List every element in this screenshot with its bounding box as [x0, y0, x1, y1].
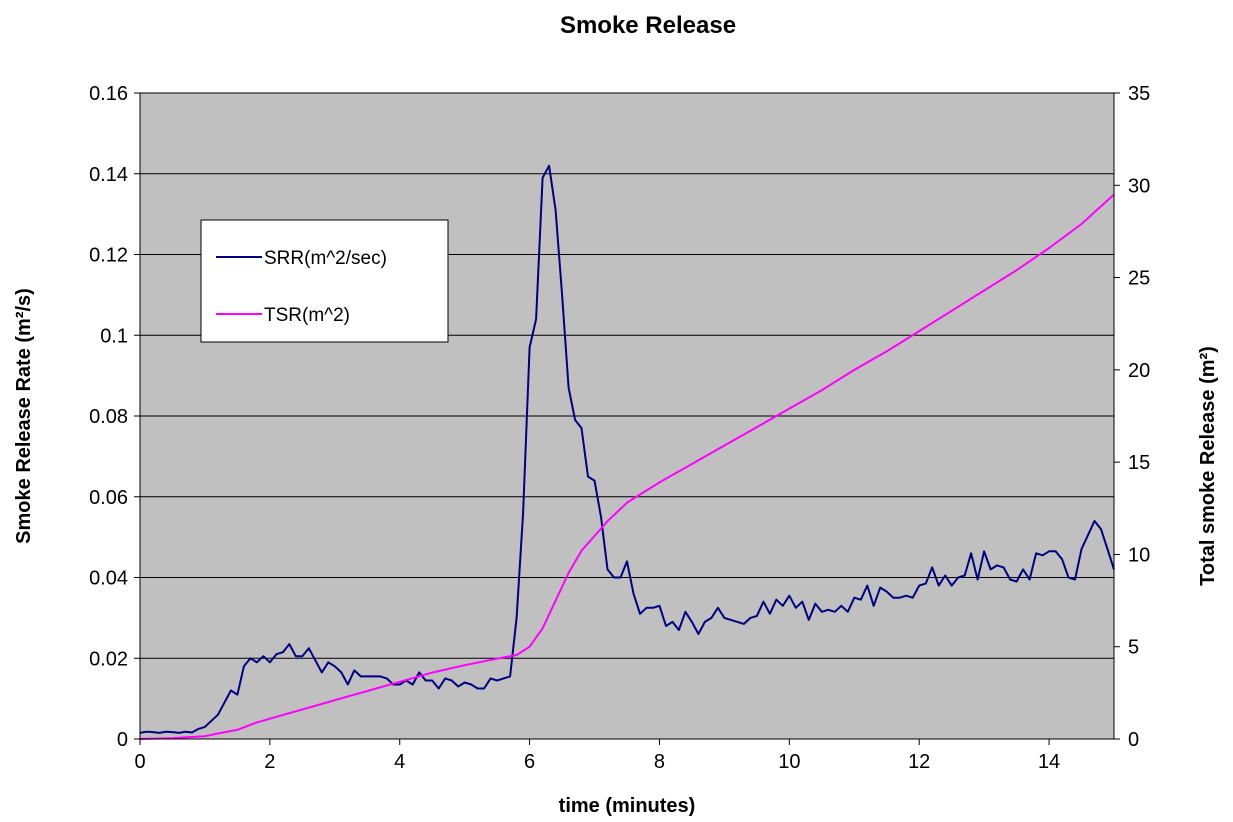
- y-axis-left: 0 0.02 0.04 0.06 0.08 0.1 0.12 0.14 0.16: [89, 83, 140, 751]
- x-tick-label: 8: [654, 751, 665, 773]
- x-tick-label: 6: [524, 751, 535, 773]
- x-tick-label: 0: [134, 751, 145, 773]
- y-right-tick-label: 25: [1128, 268, 1150, 290]
- y-left-tick-label: 0.1: [100, 325, 128, 347]
- y-left-tick-label: 0.08: [89, 406, 128, 428]
- x-tick-label: 10: [778, 751, 800, 773]
- y-axis-right-title: Total smoke Release (m²): [1197, 346, 1219, 586]
- x-tick-label: 4: [394, 751, 405, 773]
- y-left-tick-label: 0: [117, 729, 128, 751]
- series-line-srr: [139, 164, 1115, 734]
- y-right-tick-label: 0: [1128, 729, 1139, 751]
- y-right-tick-label: 5: [1128, 637, 1139, 659]
- x-tick-label: 14: [1038, 751, 1060, 773]
- y-left-tick-label: 0.16: [89, 83, 128, 105]
- x-tick-label: 12: [908, 751, 930, 773]
- y-left-tick-label: 0.02: [89, 648, 128, 670]
- y-left-tick-label: 0.06: [89, 487, 128, 509]
- x-axis-title: time (minutes): [559, 795, 696, 817]
- series-layer: [139, 164, 1115, 740]
- y-left-tick-label: 0.04: [89, 568, 128, 590]
- chart-title: Smoke Release: [560, 12, 736, 39]
- y-axis-left-title: Smoke Release Rate (m²/s): [13, 288, 35, 544]
- y-left-tick-label: 0.12: [89, 245, 128, 267]
- y-right-tick-label: 15: [1128, 452, 1150, 474]
- y-right-tick-label: 10: [1128, 544, 1150, 566]
- x-tick-label: 2: [264, 751, 275, 773]
- legend-box: [200, 219, 449, 343]
- legend: SRR(m^2/sec) TSR(m^2): [200, 219, 449, 343]
- series-line-tsr: [139, 193, 1115, 740]
- legend-srr-label: SRR(m^2/sec): [264, 248, 387, 269]
- y-right-tick-label: 20: [1128, 360, 1150, 382]
- y-left-tick-label: 0.14: [89, 164, 128, 186]
- y-axis-right: 0 5 10 15 20 25 30 35: [1114, 83, 1150, 751]
- y-right-tick-label: 35: [1128, 83, 1150, 105]
- x-axis: 0 2 4 6 8 10 12 14: [134, 739, 1060, 773]
- legend-tsr-label: TSR(m^2): [264, 305, 350, 326]
- y-right-tick-label: 30: [1128, 175, 1150, 197]
